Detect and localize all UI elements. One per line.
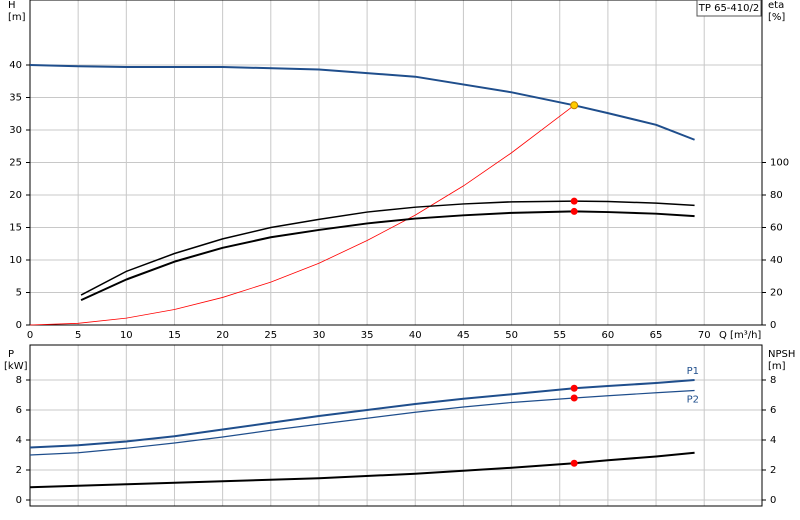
- x-tick-label: 15: [168, 330, 181, 341]
- operating-point: [570, 384, 578, 392]
- y-tick-label: 40: [9, 60, 22, 71]
- y2-tick-label: 4: [770, 435, 776, 446]
- x-tick-label: 25: [264, 330, 277, 341]
- x-tick-label: 30: [313, 330, 326, 341]
- y-tick-label: 2: [16, 465, 22, 476]
- x-tick-label: 45: [457, 330, 470, 341]
- curve-label: P2: [687, 395, 699, 406]
- y2-tick-label: 100: [770, 158, 789, 169]
- operating-point: [570, 394, 578, 402]
- y-tick-label: 0: [16, 495, 22, 506]
- plot-frame: [29, 0, 763, 326]
- x-tick-label: 40: [409, 330, 422, 341]
- x-tick-label: 50: [505, 330, 518, 341]
- y2-axis-unit: [%]: [768, 12, 785, 23]
- chart-title: TP 65-410/2: [698, 3, 759, 14]
- curve: [29, 104, 575, 326]
- operating-point: [570, 459, 578, 467]
- curve: [29, 64, 695, 141]
- y-axis-label: P: [8, 349, 14, 360]
- y2-tick-label: 0: [770, 320, 776, 331]
- y2-axis-label: eta: [768, 0, 784, 11]
- curve: [29, 389, 695, 456]
- y2-axis-unit: [m]: [768, 361, 786, 372]
- y2-tick-label: 20: [770, 288, 783, 299]
- plot-layer: 0 5 10 15 20 25 30 35 40 45 50 55 60 65 70051015202530…: [9, 0, 789, 507]
- y-axis-unit: [kW]: [4, 361, 28, 372]
- x-tick-label: 5: [75, 330, 81, 341]
- y2-tick-label: 2: [770, 465, 776, 476]
- y-tick-label: 8: [16, 375, 22, 386]
- y-tick-label: 35: [9, 93, 22, 104]
- plot-frame: [29, 344, 763, 507]
- curve: [80, 200, 695, 296]
- x-tick-label: 70: [698, 330, 711, 341]
- y2-tick-label: 8: [770, 375, 776, 386]
- x-tick-label: 55: [553, 330, 566, 341]
- y2-tick-label: 40: [770, 255, 783, 266]
- curve: [29, 451, 695, 489]
- operating-point: [570, 197, 578, 205]
- y-tick-label: 6: [16, 405, 22, 416]
- operating-point: [570, 101, 579, 110]
- curve: [29, 379, 695, 449]
- y2-tick-label: 6: [770, 405, 776, 416]
- y2-tick-label: 0: [770, 495, 776, 506]
- y2-tick-label: 60: [770, 223, 783, 234]
- y-tick-label: 10: [9, 255, 22, 266]
- curve: [80, 210, 695, 302]
- y-tick-label: 30: [9, 125, 22, 136]
- operating-point: [570, 207, 578, 215]
- title-box: [696, 0, 762, 17]
- y2-tick-label: 80: [770, 190, 783, 201]
- x-tick-label: 20: [216, 330, 229, 341]
- x-tick-label: 60: [602, 330, 615, 341]
- curve-label: P1: [687, 366, 699, 377]
- y-tick-label: 4: [16, 435, 22, 446]
- x-axis-label: Q [m³/h]: [719, 330, 761, 341]
- x-tick-label: 65: [650, 330, 663, 341]
- x-tick-label: 0: [27, 330, 33, 341]
- y-tick-label: 0: [16, 320, 22, 331]
- y-axis-label: H: [8, 0, 16, 11]
- y-tick-label: 20: [9, 190, 22, 201]
- y-tick-label: 5: [16, 288, 22, 299]
- y-axis-unit: [m]: [8, 12, 26, 23]
- x-tick-label: 10: [120, 330, 133, 341]
- y2-axis-label: NPSH: [768, 349, 795, 360]
- y-tick-label: 25: [9, 158, 22, 169]
- x-tick-label: 35: [361, 330, 374, 341]
- y-tick-label: 15: [9, 223, 22, 234]
